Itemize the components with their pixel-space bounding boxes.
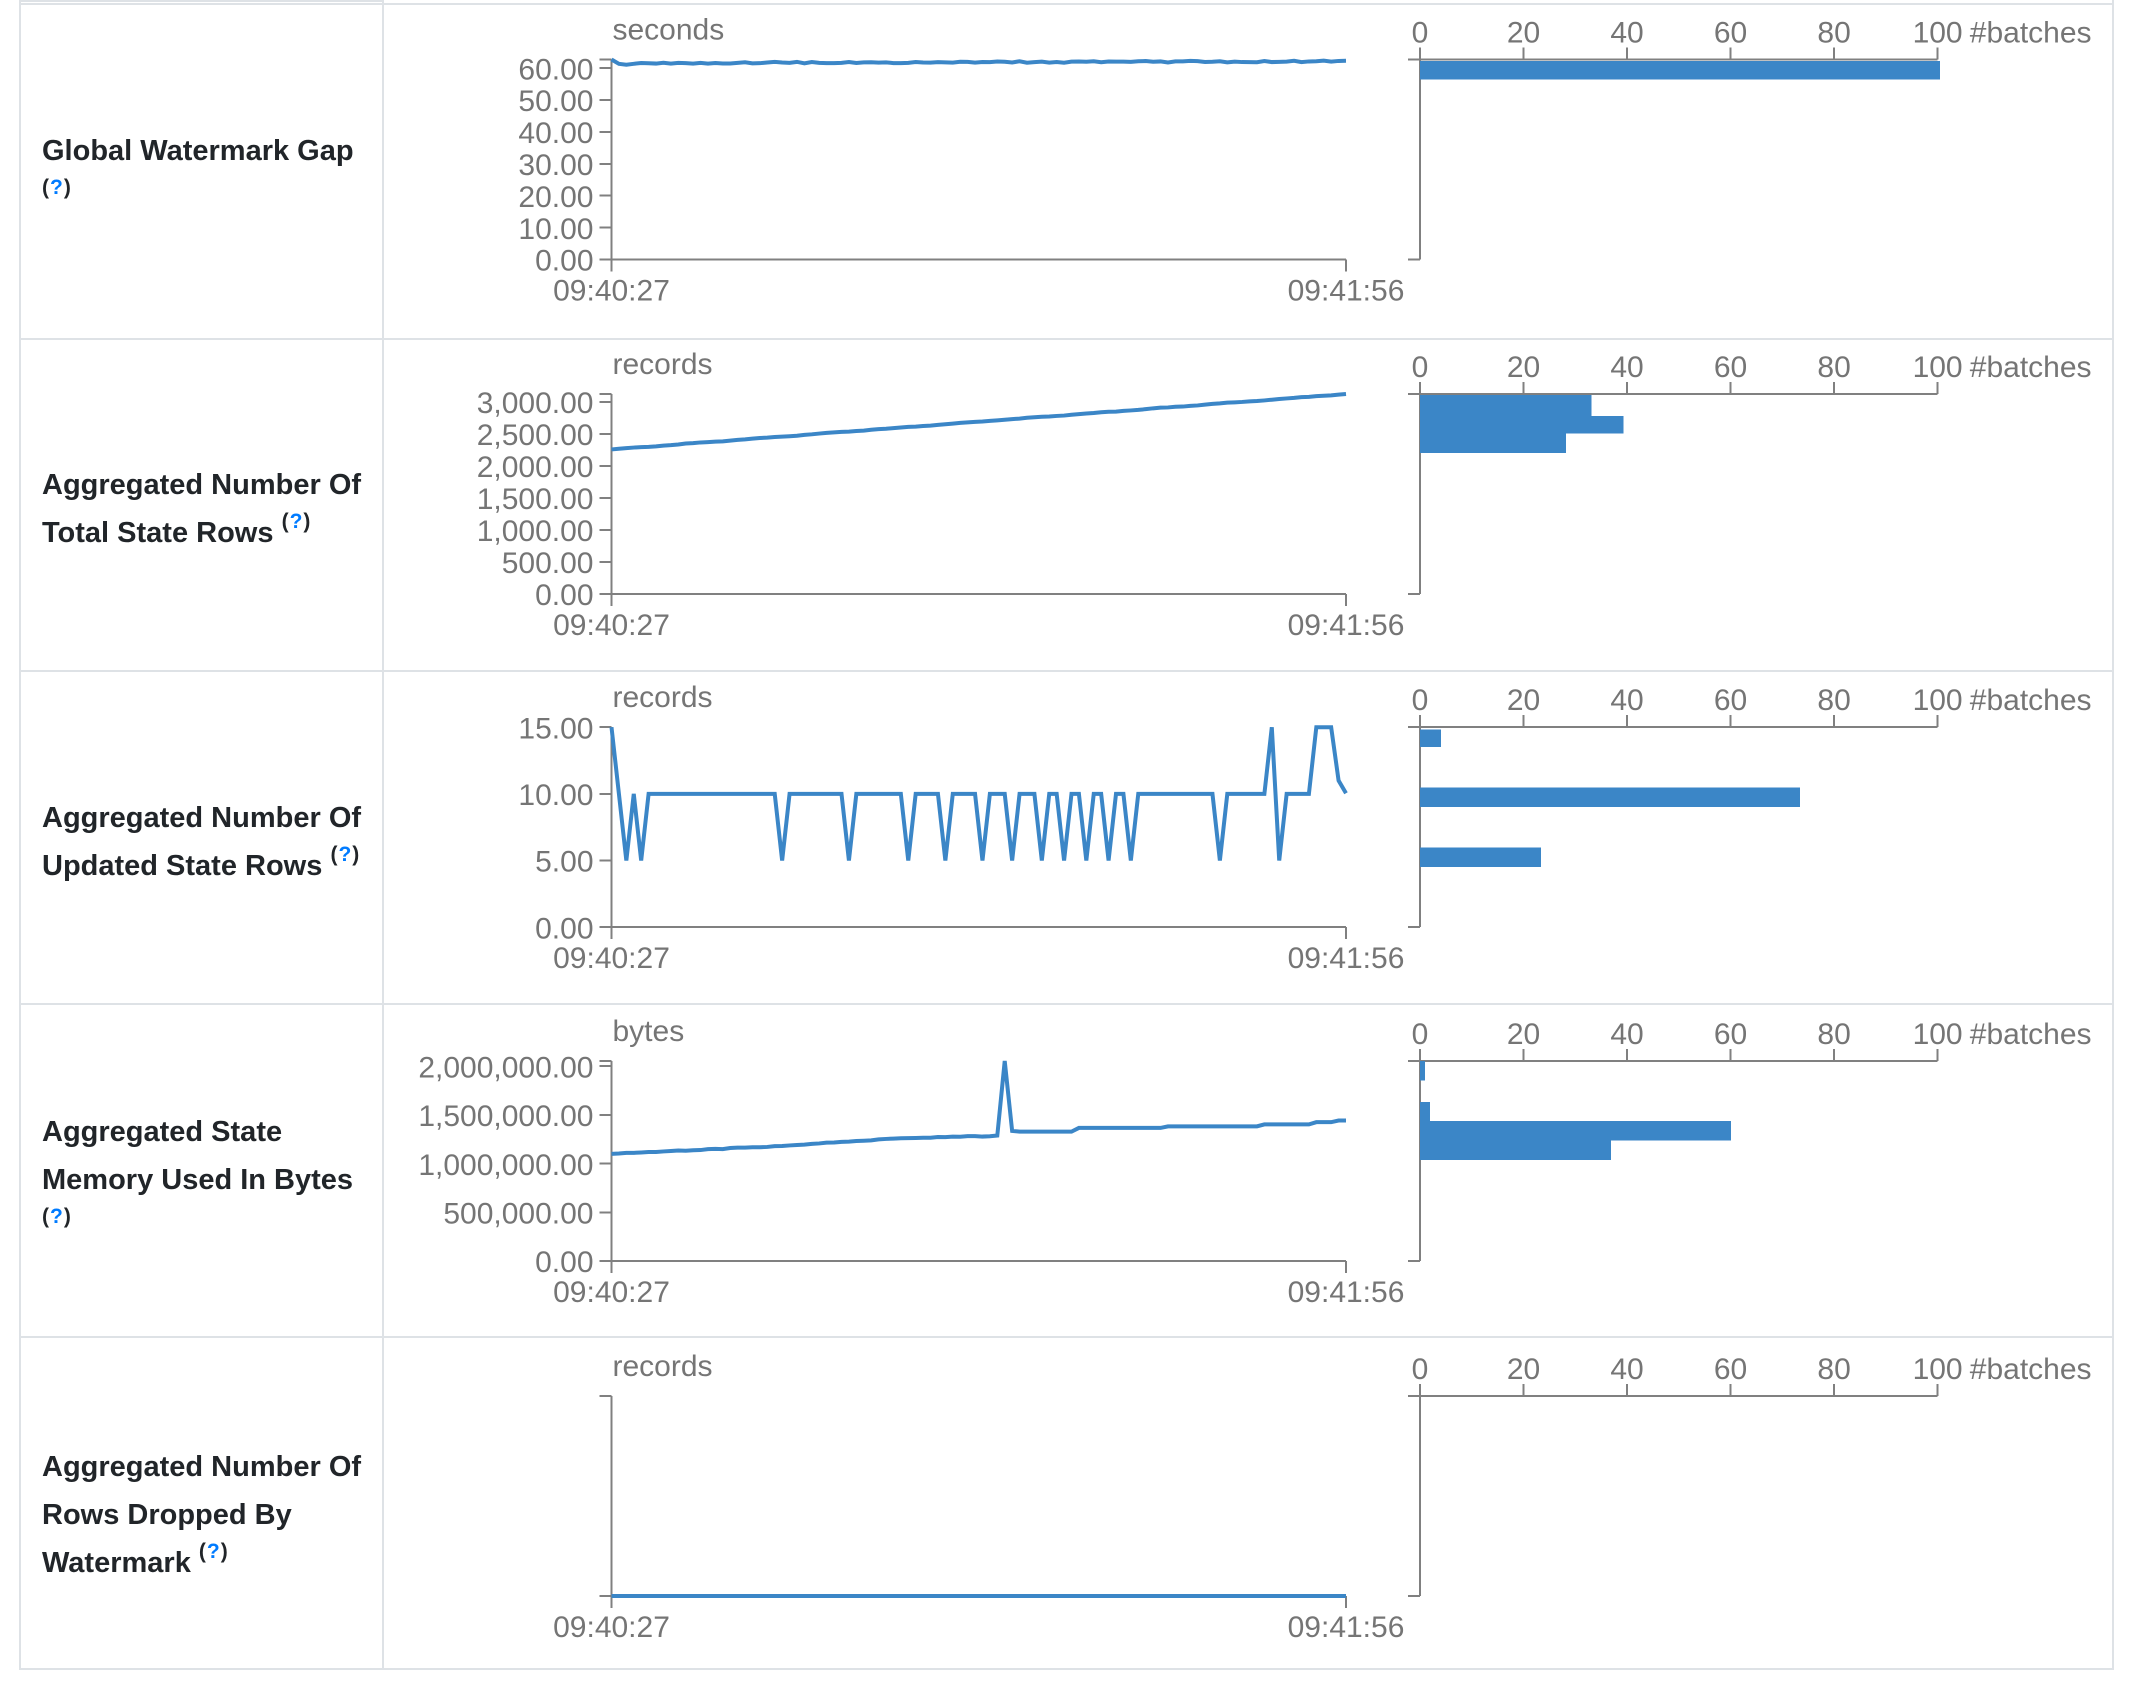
svg-text:60: 60 — [1714, 1353, 1747, 1386]
svg-text:1,500,000.00: 1,500,000.00 — [418, 1100, 593, 1133]
svg-text:09:40:27: 09:40:27 — [553, 1611, 670, 1644]
svg-text:80: 80 — [1817, 1018, 1850, 1051]
svg-text:09:40:27: 09:40:27 — [553, 275, 670, 308]
svg-text:09:40:27: 09:40:27 — [553, 609, 670, 642]
svg-text:60: 60 — [1714, 1018, 1747, 1051]
svg-text:500,000.00: 500,000.00 — [443, 1198, 593, 1231]
svg-text:0.00: 0.00 — [535, 912, 593, 945]
svg-text:80: 80 — [1817, 17, 1850, 50]
svg-text:09:41:56: 09:41:56 — [1288, 1611, 1405, 1644]
svg-text:40: 40 — [1610, 17, 1643, 50]
svg-text:100: 100 — [1913, 1353, 1963, 1386]
svg-text:20: 20 — [1507, 1353, 1540, 1386]
svg-text:40: 40 — [1610, 351, 1643, 384]
svg-text:100: 100 — [1913, 351, 1963, 384]
svg-text:80: 80 — [1817, 351, 1850, 384]
svg-text:60.00: 60.00 — [518, 53, 593, 86]
svg-text:2,000.00: 2,000.00 — [477, 451, 594, 484]
svg-text:0: 0 — [1412, 1353, 1429, 1386]
svg-text:09:41:56: 09:41:56 — [1288, 275, 1405, 308]
svg-text:09:40:27: 09:40:27 — [553, 942, 670, 975]
svg-text:1,500.00: 1,500.00 — [477, 483, 594, 516]
svg-text:0: 0 — [1412, 1018, 1429, 1051]
svg-text:20.00: 20.00 — [518, 181, 593, 214]
svg-text:seconds: seconds — [613, 14, 725, 47]
svg-text:#batches: #batches — [1970, 1018, 2092, 1051]
svg-text:09:41:56: 09:41:56 — [1288, 1276, 1405, 1309]
svg-text:0.00: 0.00 — [535, 1246, 593, 1279]
svg-text:#batches: #batches — [1970, 17, 2092, 50]
svg-text:09:40:27: 09:40:27 — [553, 1276, 670, 1309]
svg-text:20: 20 — [1507, 17, 1540, 50]
svg-text:5.00: 5.00 — [535, 846, 593, 879]
svg-text:10.00: 10.00 — [518, 779, 593, 812]
svg-text:20: 20 — [1507, 684, 1540, 717]
svg-text:#batches: #batches — [1970, 1353, 2092, 1386]
svg-text:09:41:56: 09:41:56 — [1288, 609, 1405, 642]
svg-text:50.00: 50.00 — [518, 85, 593, 118]
svg-text:60: 60 — [1714, 684, 1747, 717]
svg-text:3,000.00: 3,000.00 — [477, 387, 594, 420]
svg-text:20: 20 — [1507, 1018, 1540, 1051]
svg-text:2,500.00: 2,500.00 — [477, 419, 594, 452]
svg-text:30.00: 30.00 — [518, 149, 593, 182]
svg-text:40: 40 — [1610, 1353, 1643, 1386]
svg-text:0: 0 — [1412, 351, 1429, 384]
svg-text:#batches: #batches — [1970, 684, 2092, 717]
svg-text:records: records — [613, 1350, 713, 1383]
svg-text:80: 80 — [1817, 1353, 1850, 1386]
svg-text:500.00: 500.00 — [502, 547, 594, 580]
svg-text:records: records — [613, 681, 713, 714]
svg-text:80: 80 — [1817, 684, 1850, 717]
svg-text:10.00: 10.00 — [518, 213, 593, 246]
svg-text:15.00: 15.00 — [518, 712, 593, 745]
svg-text:1,000.00: 1,000.00 — [477, 515, 594, 548]
svg-text:60: 60 — [1714, 351, 1747, 384]
svg-text:100: 100 — [1913, 17, 1963, 50]
svg-text:40: 40 — [1610, 1018, 1643, 1051]
svg-text:40.00: 40.00 — [518, 117, 593, 150]
svg-text:2,000,000.00: 2,000,000.00 — [418, 1051, 593, 1084]
svg-text:0.00: 0.00 — [535, 579, 593, 612]
svg-text:20: 20 — [1507, 351, 1540, 384]
svg-text:60: 60 — [1714, 17, 1747, 50]
svg-text:#batches: #batches — [1970, 351, 2092, 384]
svg-text:100: 100 — [1913, 684, 1963, 717]
svg-text:40: 40 — [1610, 684, 1643, 717]
svg-text:09:41:56: 09:41:56 — [1288, 942, 1405, 975]
svg-text:0: 0 — [1412, 684, 1429, 717]
svg-text:100: 100 — [1913, 1018, 1963, 1051]
svg-text:0: 0 — [1412, 17, 1429, 50]
svg-text:0.00: 0.00 — [535, 245, 593, 278]
svg-text:1,000,000.00: 1,000,000.00 — [418, 1149, 593, 1182]
svg-text:records: records — [613, 348, 713, 381]
svg-text:bytes: bytes — [613, 1015, 685, 1048]
